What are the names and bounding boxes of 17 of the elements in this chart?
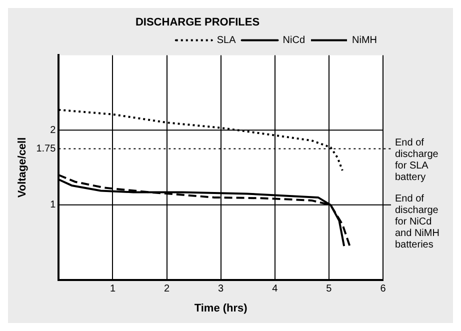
legend-label: SLA xyxy=(216,34,236,46)
y-tick-label: 1 xyxy=(50,200,56,211)
x-tick-label: 5 xyxy=(326,284,332,295)
ref-line-label: End of discharge for SLA battery xyxy=(395,138,439,184)
x-tick-label: 3 xyxy=(218,284,224,295)
y-tick-label: 1.75 xyxy=(36,144,56,155)
legend-label: NiMH xyxy=(352,34,378,46)
x-tick-label: 6 xyxy=(380,284,386,295)
ref-line-label: End of discharge for NiCd and NiMH batteries xyxy=(395,194,440,251)
legend-label: NiCd xyxy=(282,34,306,46)
x-tick-label: 2 xyxy=(164,284,170,295)
y-axis-title: Voltage/cell xyxy=(16,137,29,198)
x-tick-label: 1 xyxy=(110,284,116,295)
x-axis-title: Time (hrs) xyxy=(194,302,248,314)
x-tick-label: 4 xyxy=(272,284,278,295)
y-tick-label: 2 xyxy=(50,124,56,136)
chart-title: DISCHARGE PROFILES xyxy=(135,16,260,29)
